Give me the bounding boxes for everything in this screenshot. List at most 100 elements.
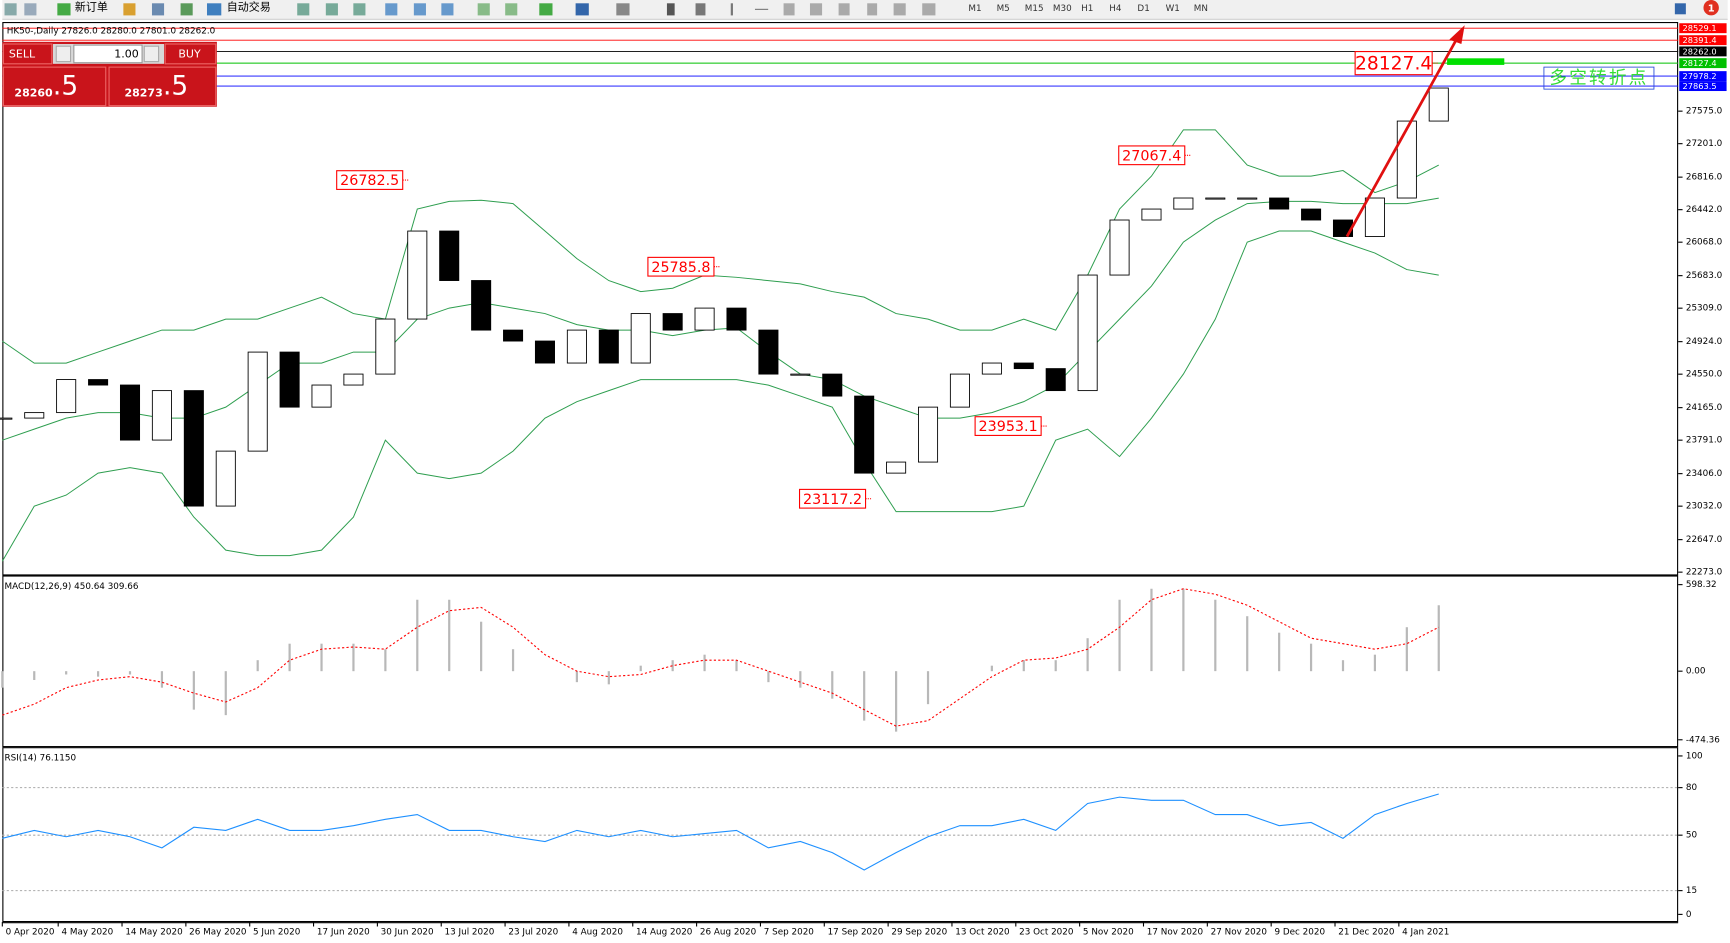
icon[interactable] (477, 3, 490, 16)
buy-price-box[interactable] (108, 66, 217, 107)
y-tick-label: 24550.0 (1686, 370, 1723, 380)
icon[interactable] (616, 3, 630, 16)
candle (598, 329, 619, 364)
price-level-label: 28391.4 (1683, 35, 1717, 45)
trade-panel: SELL 1.00 BUY 28260 .5 28273 .5 (2, 41, 217, 107)
sell-price-box[interactable] (2, 66, 107, 107)
candle (662, 313, 683, 331)
icon[interactable] (867, 3, 878, 16)
annotation-label: 26782.5 (340, 173, 399, 189)
icon[interactable] (441, 3, 454, 16)
x-tick-label: 27 Nov 2020 (1211, 927, 1268, 937)
candle (630, 313, 651, 364)
candle (215, 450, 236, 507)
candle (151, 390, 172, 441)
lot-up[interactable] (143, 45, 160, 63)
x-tick-label: 30 Jun 2020 (381, 927, 434, 937)
icon[interactable] (575, 3, 589, 16)
timeframe-button[interactable]: M5 (997, 4, 1010, 14)
timeframe-button[interactable]: H1 (1081, 4, 1093, 14)
timeframe-button[interactable]: D1 (1137, 4, 1149, 14)
icon[interactable] (783, 3, 795, 16)
x-tick-label: 5 Nov 2020 (1083, 927, 1134, 937)
icon[interactable] (539, 3, 553, 16)
notification-badge[interactable] (1703, 0, 1719, 16)
icon[interactable] (754, 8, 769, 10)
x-tick-label: 13 Oct 2020 (955, 927, 1010, 937)
icon[interactable] (325, 3, 338, 16)
buy-button[interactable] (164, 43, 217, 65)
annotation-box (1118, 145, 1186, 166)
candle (790, 373, 811, 376)
x-tick-label: 26 Aug 2020 (700, 927, 757, 937)
candle (0, 417, 13, 420)
icon[interactable] (809, 3, 823, 16)
lot-value[interactable]: 1.00 (114, 47, 139, 60)
x-tick-label: 14 May 2020 (125, 927, 183, 937)
icon[interactable] (24, 3, 37, 16)
icon[interactable] (893, 3, 906, 16)
candle (918, 406, 939, 463)
icon[interactable] (413, 3, 426, 16)
chart-title: HK50-,Daily 27826.0 28280.0 27801.0 2826… (7, 26, 216, 36)
annotation-label: 23117.2 (803, 492, 862, 508)
timeframe-button[interactable]: W1 (1166, 4, 1180, 14)
icon[interactable] (838, 3, 850, 16)
y-tick-label: 23032.0 (1686, 502, 1723, 512)
candle (981, 362, 1002, 375)
charts: 22273.0 22647.0 23032.0 23406.0 23791.0 24165… (0, 22, 1727, 937)
y-tick-label: 598.32 (1686, 580, 1717, 590)
buy-label[interactable]: BUY (178, 47, 201, 60)
sell-button[interactable] (2, 43, 53, 65)
icon[interactable] (151, 3, 165, 16)
sell-label[interactable]: SELL (9, 47, 36, 60)
timeframe-button[interactable]: H4 (1109, 4, 1122, 14)
y-tick-label: 22647.0 (1686, 535, 1723, 545)
auto-trading[interactable]: 自动交易 (227, 0, 271, 14)
candle (24, 412, 45, 419)
icon[interactable] (353, 3, 366, 16)
timeframe-button[interactable]: M15 (1025, 4, 1044, 14)
candle (1013, 362, 1034, 370)
candle (822, 373, 843, 397)
macd-signal (2, 588, 1440, 727)
band-middle (2, 197, 1439, 441)
y-tick-label: 27201.0 (1686, 139, 1723, 149)
annotation-box (974, 416, 1042, 436)
icon[interactable] (922, 3, 936, 16)
toolbar-bg (2, 0, 1728, 19)
timeframe-button[interactable]: M30 (1053, 4, 1072, 14)
icon[interactable] (666, 3, 675, 16)
timeframe-button[interactable]: M1 (968, 4, 981, 14)
lot-input[interactable] (73, 44, 143, 64)
candle (1428, 87, 1449, 122)
sell-price-fraction: .5 (53, 70, 78, 101)
icon[interactable] (297, 3, 310, 16)
candle (119, 384, 141, 441)
candle (471, 280, 492, 331)
icon[interactable] (385, 3, 398, 16)
candle (1077, 274, 1098, 392)
y-tick-label: 26068.0 (1686, 238, 1723, 248)
timeframe-button[interactable]: MN (1194, 4, 1208, 14)
timeframe-bar: M1 M5 M15 M30 H1 H4 D1 W1 MN (968, 4, 1208, 14)
icon[interactable] (180, 3, 193, 16)
icon[interactable] (730, 3, 733, 16)
chart-title: RSI(14) 76.1150 (5, 754, 77, 764)
candle (1205, 197, 1226, 200)
icon[interactable] (123, 3, 136, 16)
lot-down[interactable] (55, 45, 72, 63)
new-order-icon[interactable] (57, 3, 71, 16)
y-tick-label: 25683.0 (1686, 271, 1723, 281)
buy-price-fraction: .5 (163, 70, 188, 101)
icon[interactable] (505, 3, 518, 16)
band-upper (2, 129, 1439, 364)
icon[interactable] (4, 3, 17, 16)
search-icon[interactable] (1674, 3, 1686, 15)
x-tick-label: 17 Nov 2020 (1147, 927, 1204, 937)
annotation-label: 23953.1 (979, 419, 1038, 435)
icon[interactable] (695, 3, 706, 16)
new-order[interactable]: 新订单 (75, 0, 108, 14)
auto-trading-icon[interactable] (206, 3, 222, 16)
price-level-tag (1679, 46, 1727, 57)
